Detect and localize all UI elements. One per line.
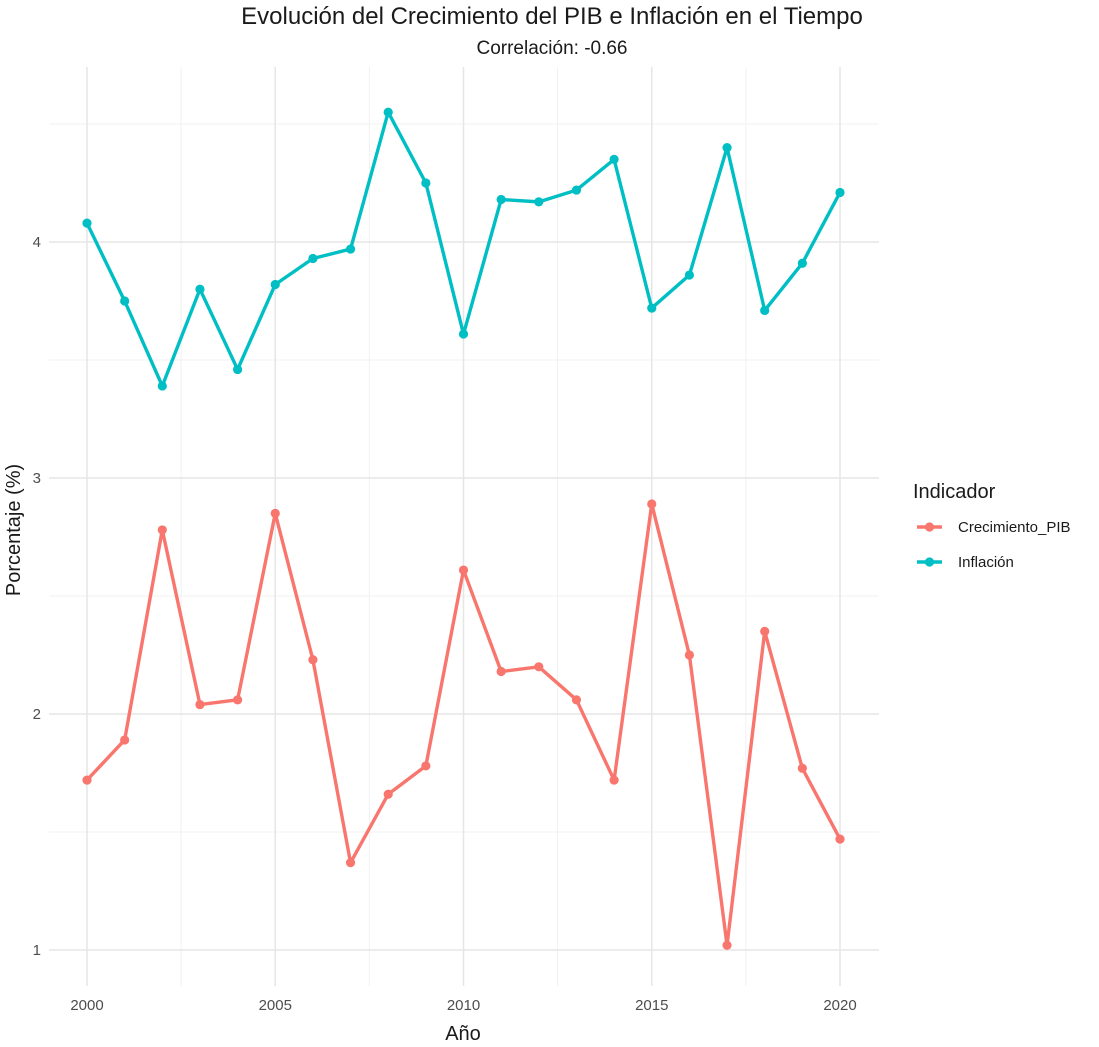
chart-title: Evolución del Crecimiento del PIB e Infl… — [241, 3, 863, 30]
legend-key-point — [924, 522, 935, 532]
data-point-crecimiento-pib — [797, 763, 807, 773]
data-point-crecimiento-pib — [835, 834, 845, 844]
x-tick-label: 2015 — [635, 997, 668, 1014]
data-point-crecimiento-pib — [496, 666, 506, 677]
data-point-crecimiento-pib — [647, 499, 657, 509]
data-point-inflaci-n — [270, 279, 280, 290]
data-point-crecimiento-pib — [308, 655, 318, 665]
y-axis-title: Porcentaje (%) — [3, 464, 25, 596]
data-point-crecimiento-pib — [722, 940, 732, 950]
data-point-crecimiento-pib — [120, 735, 130, 745]
x-tick-label: 2000 — [70, 997, 103, 1014]
tick-labels: 2000 2005 2010 2015 2020 1 2 3 4 — [33, 234, 857, 1014]
x-tick-label: 2005 — [259, 997, 292, 1014]
y-tick-label: 1 — [33, 942, 41, 959]
data-point-inflaci-n — [647, 303, 657, 313]
data-point-inflaci-n — [835, 187, 845, 198]
legend: Indicador Crecimiento_PIB Inflación — [913, 481, 1071, 571]
legend-key-point — [924, 557, 935, 567]
data-point-inflaci-n — [609, 154, 619, 164]
data-point-crecimiento-pib — [270, 508, 280, 518]
data-point-inflaci-n — [308, 253, 318, 264]
chart-subtitle: Correlación: -0.66 — [476, 38, 627, 59]
data-point-inflaci-n — [345, 244, 356, 254]
data-point-crecimiento-pib — [421, 761, 431, 771]
data-point-inflaci-n — [571, 185, 582, 195]
data-point-inflaci-n — [82, 218, 92, 228]
data-point-inflaci-n — [195, 284, 205, 294]
data-point-inflaci-n — [383, 107, 393, 117]
data-point-inflaci-n — [157, 381, 167, 391]
data-point-crecimiento-pib — [233, 695, 243, 705]
data-point-crecimiento-pib — [534, 662, 544, 672]
data-point-crecimiento-pib — [383, 789, 393, 799]
legend-label: Inflación — [958, 554, 1014, 571]
y-tick-label: 3 — [33, 470, 41, 487]
data-point-inflaci-n — [120, 296, 130, 306]
x-tick-label: 2010 — [447, 997, 480, 1014]
data-point-inflaci-n — [760, 305, 770, 316]
y-tick-label: 4 — [33, 234, 41, 251]
data-point-inflaci-n — [496, 194, 506, 205]
data-point-crecimiento-pib — [345, 858, 356, 868]
data-point-inflaci-n — [458, 329, 469, 339]
data-point-inflaci-n — [722, 143, 732, 153]
data-point-inflaci-n — [797, 258, 807, 268]
data-point-crecimiento-pib — [760, 626, 770, 637]
data-point-crecimiento-pib — [82, 775, 92, 785]
x-axis-title: Año — [445, 1023, 481, 1045]
data-point-inflaci-n — [233, 364, 243, 375]
x-tick-label: 2020 — [823, 997, 856, 1014]
data-point-inflaci-n — [534, 197, 544, 207]
data-point-crecimiento-pib — [157, 525, 167, 535]
legend-label: Crecimiento_PIB — [958, 519, 1071, 536]
data-point-crecimiento-pib — [195, 699, 205, 710]
series-layer — [82, 107, 845, 950]
y-tick-label: 2 — [33, 706, 41, 723]
legend-title: Indicador — [913, 481, 996, 503]
data-point-inflaci-n — [421, 178, 431, 188]
data-point-crecimiento-pib — [571, 695, 582, 705]
data-point-crecimiento-pib — [458, 565, 469, 575]
data-point-crecimiento-pib — [684, 650, 695, 660]
data-point-inflaci-n — [684, 270, 695, 280]
major-gridlines — [49, 67, 879, 986]
data-point-crecimiento-pib — [609, 775, 619, 785]
